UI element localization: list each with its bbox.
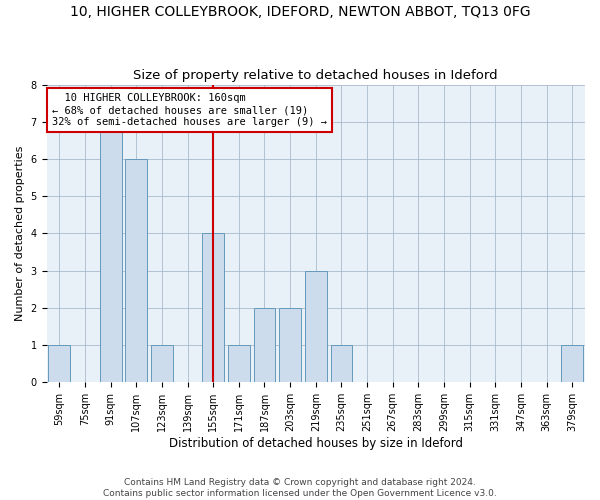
Bar [228, 345, 250, 383]
Bar [125, 159, 147, 382]
Bar [202, 234, 224, 382]
Bar [100, 122, 122, 382]
Bar [331, 345, 352, 383]
Bar [279, 308, 301, 382]
Y-axis label: Number of detached properties: Number of detached properties [15, 146, 25, 321]
Title: Size of property relative to detached houses in Ideford: Size of property relative to detached ho… [133, 69, 498, 82]
Bar [151, 345, 173, 383]
Text: Contains HM Land Registry data © Crown copyright and database right 2024.
Contai: Contains HM Land Registry data © Crown c… [103, 478, 497, 498]
X-axis label: Distribution of detached houses by size in Ideford: Distribution of detached houses by size … [169, 437, 463, 450]
Bar [49, 345, 70, 383]
Text: 10 HIGHER COLLEYBROOK: 160sqm
← 68% of detached houses are smaller (19)
32% of s: 10 HIGHER COLLEYBROOK: 160sqm ← 68% of d… [52, 94, 327, 126]
Bar [561, 345, 583, 383]
Bar [254, 308, 275, 382]
Text: 10, HIGHER COLLEYBROOK, IDEFORD, NEWTON ABBOT, TQ13 0FG: 10, HIGHER COLLEYBROOK, IDEFORD, NEWTON … [70, 5, 530, 19]
Bar [305, 270, 326, 382]
